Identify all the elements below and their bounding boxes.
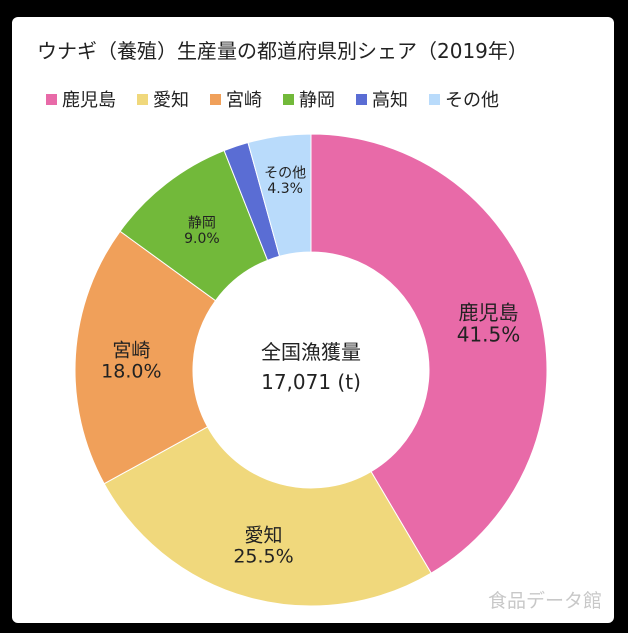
slice-value-aichi: 25.5%: [233, 546, 293, 568]
slice-kagoshima: [310, 133, 548, 574]
legend-swatch: [210, 93, 221, 105]
legend-item-kagoshima: 鹿児島: [46, 86, 116, 112]
legend-label: 宮崎: [226, 90, 262, 111]
legend-item-aichi: 愛知: [137, 86, 189, 112]
slice-label-kagoshima: 鹿児島: [458, 300, 518, 324]
slice-aichi: [103, 426, 432, 607]
legend-swatch: [46, 93, 57, 105]
center-value: 17,071 (t): [261, 370, 361, 394]
watermark: 食品データ館: [487, 590, 602, 612]
legend: 鹿児島 愛知 宮崎 静岡 高知 その他: [46, 87, 520, 111]
legend-swatch: [356, 93, 367, 105]
chart-title: ウナギ（養殖）生産量の都道府県別シェア（2019年）: [37, 39, 528, 63]
slice-other: [247, 133, 312, 257]
legend-item-kochi: 高知: [356, 86, 408, 112]
legend-label: 鹿児島: [62, 90, 116, 111]
slice-label-miyazaki: 宮崎: [112, 340, 150, 362]
legend-swatch: [429, 93, 440, 105]
center-label: 全国漁獲量: [261, 340, 361, 364]
legend-swatch: [283, 93, 294, 105]
slice-value-shizuoka: 9.0%: [184, 231, 220, 247]
slice-label-shizuoka: 静岡: [188, 215, 216, 231]
legend-label: その他: [445, 90, 499, 111]
slice-value-other: 4.3%: [267, 181, 303, 197]
slice-label-aichi: 愛知: [244, 525, 282, 547]
slice-miyazaki: [74, 230, 217, 485]
legend-item-other: その他: [429, 86, 499, 112]
legend-swatch: [137, 93, 148, 105]
legend-label: 高知: [372, 90, 408, 111]
legend-label: 静岡: [299, 90, 335, 111]
legend-item-miyazaki: 宮崎: [210, 86, 262, 112]
slice-label-other: その他: [264, 166, 306, 182]
legend-item-shizuoka: 静岡: [283, 86, 335, 112]
slice-value-kagoshima: 41.5%: [457, 322, 521, 346]
legend-label: 愛知: [153, 90, 189, 111]
slice-value-miyazaki: 18.0%: [101, 361, 161, 383]
